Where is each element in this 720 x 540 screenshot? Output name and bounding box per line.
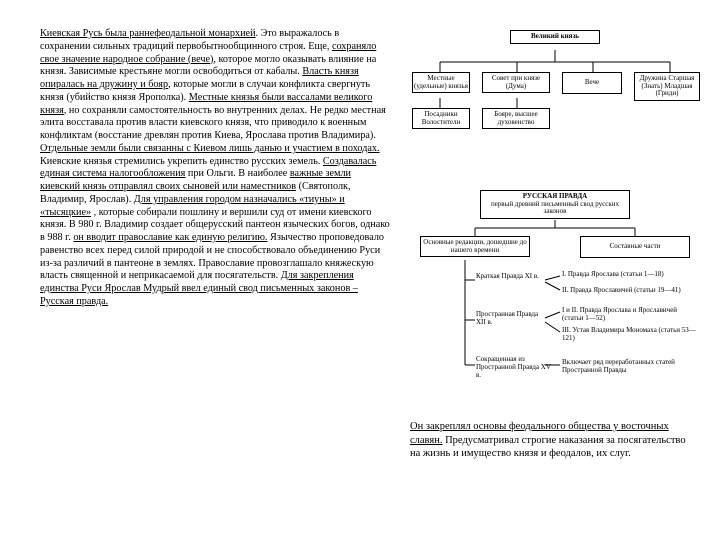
bottom-body-text: Он закреплял основы феодального общества… (410, 420, 690, 461)
d2-r2: II. Правда Ярославичей (статьи 19—41) (562, 286, 700, 294)
t-p2h: он вводит православие как единую религию… (73, 232, 267, 243)
d2-rhead: Составные части (580, 236, 690, 258)
d2-title: РУССКАЯ ПРАВДА первый древний письменный… (480, 190, 630, 219)
b-p3b: Предусматривал строгие наказания за пося… (410, 435, 686, 460)
d2-l1: Краткая Правда XI в. (476, 272, 548, 280)
d1-n1a: Местные (удельные) князья (412, 72, 470, 93)
d2-l3: Сокращенная из Пространной Правда XV в. (476, 355, 556, 379)
t-p2a: Киевские князья стремились укрепить един… (40, 156, 323, 167)
main-body-text: Киевская Русь была раннефеодальной монар… (40, 28, 390, 309)
d1-n2a: Совет при князе (Дума) (482, 72, 550, 93)
d2-r1: I. Правда Ярослава (статьи 1—18) (562, 270, 700, 278)
t-p1h: , но сохраняли самостоятельность во внут… (40, 105, 386, 142)
d1-n4a: Дружина Старшая (Знать) Младшая (Гриди) (634, 72, 700, 101)
d2-lhead: Основные редакции, дошедшие до нашего вр… (420, 236, 530, 257)
t-p1a: Киевская Русь была раннефеодальной монар… (40, 28, 256, 39)
diagram-hierarchy: Великий князь Местные (удельные) князья … (410, 28, 700, 168)
t-p2c: при Ольги. В наиболее (185, 168, 290, 179)
d1-root: Великий князь (510, 30, 600, 44)
d2-l2: Пространная Правда XII в. (476, 310, 548, 326)
d2-r3a: I и II. Правда Ярослава и Ярославичей (с… (562, 306, 700, 322)
d2-r3b: III. Устав Владимира Мономаха (статьи 53… (562, 326, 700, 342)
d1-n2b: Бояре, высшее духовенство (482, 108, 550, 129)
d2-r4: Включает ряд переработанных статей Прост… (562, 358, 700, 374)
d1-n3a: Вече (562, 72, 622, 94)
diagram-russkaya-pravda: РУССКАЯ ПРАВДА первый древний письменный… (410, 190, 700, 410)
d2-t2: первый древний письменный свод русских з… (491, 200, 619, 216)
d1-n1b: Посадники Волостители (412, 108, 470, 129)
t-p1i: Отдельные земли были связанны с Киевом л… (40, 143, 380, 154)
